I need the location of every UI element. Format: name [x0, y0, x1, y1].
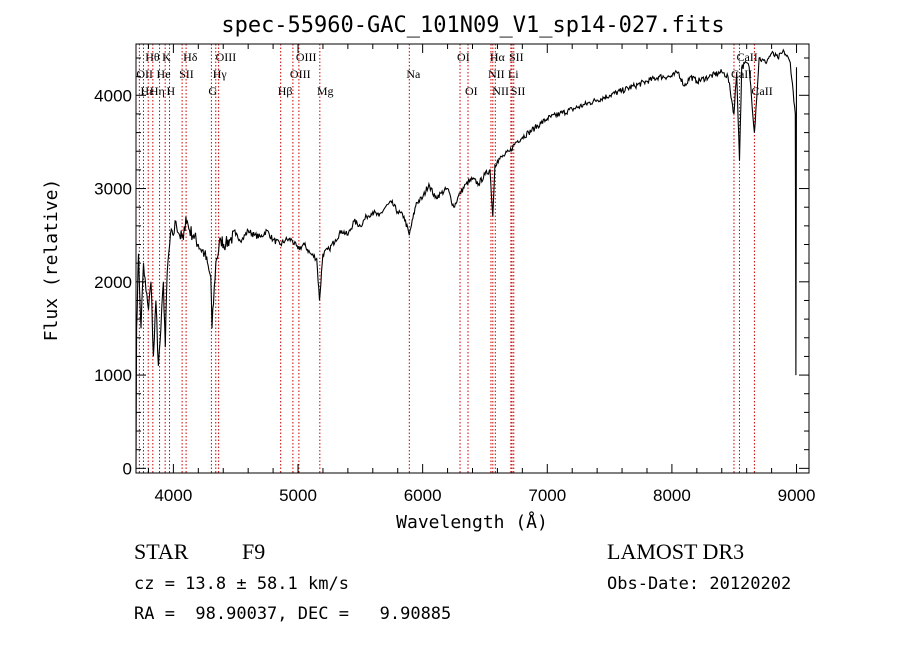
line-label-2: Hδ	[183, 50, 198, 64]
object-type: STAR	[134, 539, 189, 564]
y-tick-label: 4000	[94, 86, 132, 105]
x-tick-label: 4000	[154, 486, 192, 505]
x-axis-label: Wavelength (Å)	[396, 511, 548, 533]
y-tick-label: 1000	[94, 366, 132, 385]
y-axis-label: Flux (relative)	[41, 179, 62, 342]
survey-name: LAMOST DR3	[607, 539, 745, 564]
y-tick-label: 2000	[94, 273, 132, 292]
line-label-17: CaII	[731, 67, 752, 81]
line-label-10: He	[157, 67, 171, 81]
line-label-23: OI	[465, 84, 478, 98]
line-label-20: G	[208, 84, 217, 98]
line-label-24: NII	[492, 84, 509, 98]
spectrum-series	[135, 48, 798, 469]
line-label-13: OIII	[290, 67, 311, 81]
line-label-25: SII	[511, 84, 526, 98]
plot-frame	[135, 43, 810, 474]
x-tick-label: 5000	[279, 486, 317, 505]
line-label-22: Mg	[317, 84, 334, 98]
line-label-3: OIII	[216, 50, 237, 64]
line-label-19: H	[167, 84, 176, 98]
x-tick-label: 7000	[528, 486, 566, 505]
y-axis: 0 1000 2000 3000 4000	[94, 57, 809, 478]
redshift-cz: cz = 13.8 ± 58.1 km/s	[134, 574, 349, 594]
line-label-7: SII	[509, 50, 524, 64]
line-label-5: OI	[457, 50, 470, 64]
obs-date: Obs-Date: 20120202	[607, 574, 792, 594]
line-label-27: Hε	[140, 84, 154, 98]
line-label-26: CaII	[751, 84, 772, 98]
line-markers	[138, 44, 755, 473]
line-label-0: Hθ	[145, 50, 160, 64]
line-label-1: K	[162, 50, 171, 64]
line-label-16: Li	[508, 67, 519, 81]
chart-title: spec-55960-GAC_101N09_V1_sp14-027.fits	[221, 13, 724, 38]
line-label-21: Hβ	[278, 84, 293, 98]
x-tick-label: 6000	[404, 486, 442, 505]
y-tick-label: 0	[123, 459, 132, 478]
line-label-6: Hα	[490, 50, 506, 64]
spectrum-line	[135, 48, 798, 469]
coordinates: RA = 98.90037, DEC = 9.90885	[134, 604, 452, 624]
line-label-14: Na	[406, 67, 421, 81]
line-label-4: OIII	[296, 50, 317, 64]
line-label-8: CaII	[736, 50, 757, 64]
y-tick-label: 3000	[94, 180, 132, 199]
spectral-subclass: F9	[242, 539, 266, 564]
x-tick-label: 8000	[653, 486, 691, 505]
line-label-12: Hγ	[213, 67, 228, 81]
line-label-18: Hη	[150, 84, 165, 98]
x-tick-label: 9000	[778, 486, 816, 505]
line-label-11: SII	[179, 67, 194, 81]
line-label-15: NII	[488, 67, 505, 81]
line-label-9: OII	[136, 67, 153, 81]
x-axis: 4000 5000 6000 7000 8000 9000	[147, 44, 816, 505]
